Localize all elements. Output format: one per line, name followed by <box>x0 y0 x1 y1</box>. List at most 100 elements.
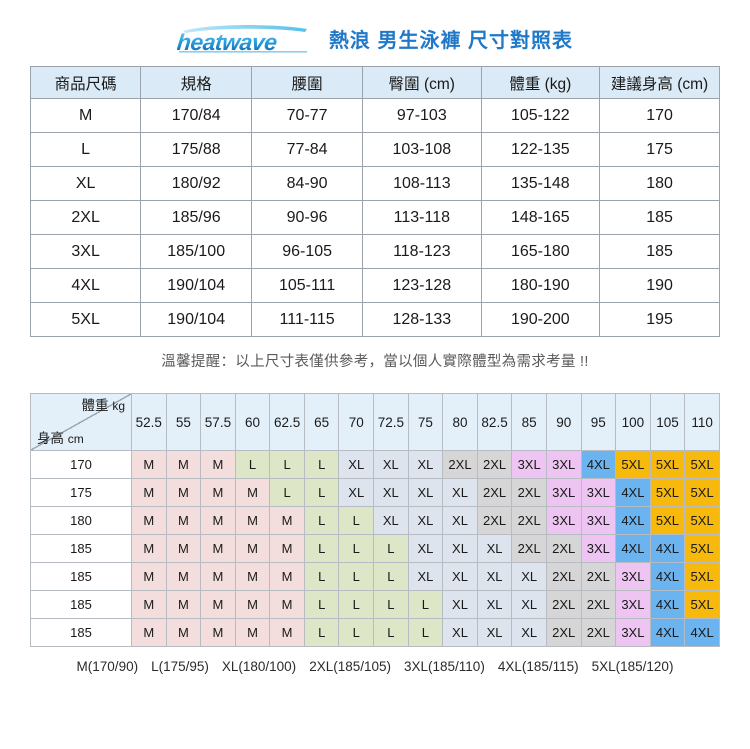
matrix-size-cell: M <box>200 590 236 619</box>
spec-cell: 190 <box>599 268 720 303</box>
matrix-size-cell: XL <box>407 562 444 591</box>
spec-cell: 185/96 <box>140 200 253 235</box>
spec-cell: 185/100 <box>140 234 253 269</box>
matrix-size-cell: M <box>200 618 236 647</box>
matrix-size-cell: XL <box>476 590 513 619</box>
matrix-size-cell: 4XL <box>615 534 651 563</box>
matrix-size-cell: XL <box>338 450 375 479</box>
matrix-size-cell: L <box>338 590 375 619</box>
matrix-size-cell: 5XL <box>684 562 720 591</box>
table-row: 170 M M M L L L XL XL XL 2XL 2XL 3XL 3XL 4XL 5XL 5XL 5XL <box>30 450 720 479</box>
weight-column-header: 100 <box>615 393 651 451</box>
matrix-size-cell: XL <box>442 478 478 507</box>
spec-cell: 185 <box>599 234 720 269</box>
spec-cell: 90-96 <box>251 200 364 235</box>
matrix-size-cell: 4XL <box>684 618 720 647</box>
matrix-size-cell: XL <box>407 506 444 535</box>
legend-item: 3XL(185/110) <box>404 659 485 674</box>
spec-cell: 128-133 <box>362 302 482 337</box>
matrix-size-cell: L <box>303 534 340 563</box>
height-row-header: 185 <box>30 590 132 619</box>
matrix-size-cell: 3XL <box>580 506 617 535</box>
spec-cell: 170 <box>599 98 720 133</box>
spec-cell: 123-128 <box>362 268 482 303</box>
matrix-size-cell: M <box>131 534 167 563</box>
spec-cell: XL <box>29 166 142 201</box>
matrix-size-cell: XL <box>476 562 513 591</box>
matrix-size-cell: XL <box>442 618 478 647</box>
matrix-size-cell: L <box>303 618 340 647</box>
table-row: 175 M M M M L L XL XL XL XL 2XL 2XL 3XL 3XL 4XL 5XL 5XL <box>30 478 720 507</box>
spec-cell: M <box>29 98 142 133</box>
matrix-size-cell: 2XL <box>476 478 513 507</box>
height-row-header: 185 <box>30 534 132 563</box>
matrix-size-cell: 2XL <box>545 562 582 591</box>
weight-column-header: 90 <box>545 393 582 451</box>
matrix-size-cell: L <box>269 478 305 507</box>
matrix-size-cell: M <box>234 562 271 591</box>
matrix-size-cell: 2XL <box>580 590 617 619</box>
matrix-size-cell: M <box>269 590 305 619</box>
size-legend: M(170/90) L(175/95) XL(180/100) 2XL(185/105… <box>20 659 730 674</box>
height-row-header: 185 <box>30 618 132 647</box>
matrix-size-cell: 5XL <box>684 590 720 619</box>
matrix-size-cell: XL <box>511 618 547 647</box>
matrix-size-cell: 3XL <box>545 478 582 507</box>
table-row: M 170/84 70-77 97-103 105-122 170 <box>29 98 720 133</box>
matrix-size-cell: M <box>234 478 271 507</box>
spec-cell: 180 <box>599 166 720 201</box>
matrix-size-cell: 3XL <box>545 506 582 535</box>
matrix-size-cell: M <box>234 506 271 535</box>
spec-column-header: 腰圍 <box>251 66 364 99</box>
matrix-size-cell: 3XL <box>580 534 617 563</box>
matrix-size-cell: XL <box>442 534 478 563</box>
matrix-size-cell: M <box>269 618 305 647</box>
table-row: 3XL 185/100 96-105 118-123 165-180 185 <box>29 234 720 269</box>
weight-column-header: 70 <box>338 393 375 451</box>
weight-column-header: 72.5 <box>373 393 409 451</box>
matrix-size-cell: M <box>165 478 202 507</box>
spec-table-body: M 170/84 70-77 97-103 105-122 170 L 175/88 77-84… <box>29 98 720 337</box>
matrix-size-cell: M <box>200 478 236 507</box>
matrix-size-cell: M <box>131 590 167 619</box>
matrix-size-cell: M <box>200 506 236 535</box>
matrix-size-cell: 4XL <box>615 478 651 507</box>
matrix-size-cell: L <box>338 618 375 647</box>
matrix-size-cell: 5XL <box>649 450 686 479</box>
page-title: 熱浪 男生泳褲 尺寸對照表 <box>328 29 574 52</box>
weight-column-header: 55 <box>165 393 202 451</box>
matrix-size-cell: 4XL <box>649 534 686 563</box>
height-row-header: 170 <box>30 450 132 479</box>
spec-cell: 2XL <box>29 200 142 235</box>
matrix-size-cell: 4XL <box>649 562 686 591</box>
diagonal-divider-icon <box>31 394 131 450</box>
legend-item: 4XL(185/115) <box>497 659 579 674</box>
matrix-size-cell: 4XL <box>615 506 651 535</box>
matrix-size-cell: L <box>407 590 444 619</box>
matrix-size-cell: L <box>269 450 305 479</box>
matrix-size-cell: L <box>373 534 409 563</box>
size-spec-table: 商品尺碼 規格 腰圍 臀圍 (cm) 體重 (kg) 建議身高 (cm) M 170/84 7… <box>29 66 720 337</box>
legend-item: 5XL(185/120) <box>591 659 674 674</box>
spec-cell: 96-105 <box>251 234 364 269</box>
spec-table-header-row: 商品尺碼 規格 腰圍 臀圍 (cm) 體重 (kg) 建議身高 (cm) <box>29 66 720 99</box>
matrix-size-cell: 2XL <box>476 506 513 535</box>
matrix-size-cell: L <box>373 590 409 619</box>
weight-column-header: 110 <box>684 393 720 451</box>
weight-column-header: 65 <box>303 393 340 451</box>
matrix-size-cell: 2XL <box>545 534 582 563</box>
spec-cell: 135-148 <box>480 166 601 201</box>
matrix-size-cell: 5XL <box>649 506 686 535</box>
table-row: 185 M M M M M L L L XL XL XL 2XL 2XL 3XL 4XL 4XL 5XL <box>30 534 720 563</box>
spec-column-header: 臀圍 (cm) <box>362 66 482 99</box>
spec-cell: 190-200 <box>480 302 601 337</box>
matrix-size-cell: M <box>200 450 236 479</box>
spec-cell: 77-84 <box>251 132 364 167</box>
matrix-size-cell: XL <box>373 506 409 535</box>
weight-column-header: 52.5 <box>131 393 167 451</box>
matrix-size-cell: 2XL <box>476 450 513 479</box>
spec-cell: 113-118 <box>362 200 482 235</box>
matrix-size-cell: M <box>269 506 305 535</box>
weight-column-header: 82.5 <box>476 393 513 451</box>
matrix-size-cell: 5XL <box>615 450 651 479</box>
